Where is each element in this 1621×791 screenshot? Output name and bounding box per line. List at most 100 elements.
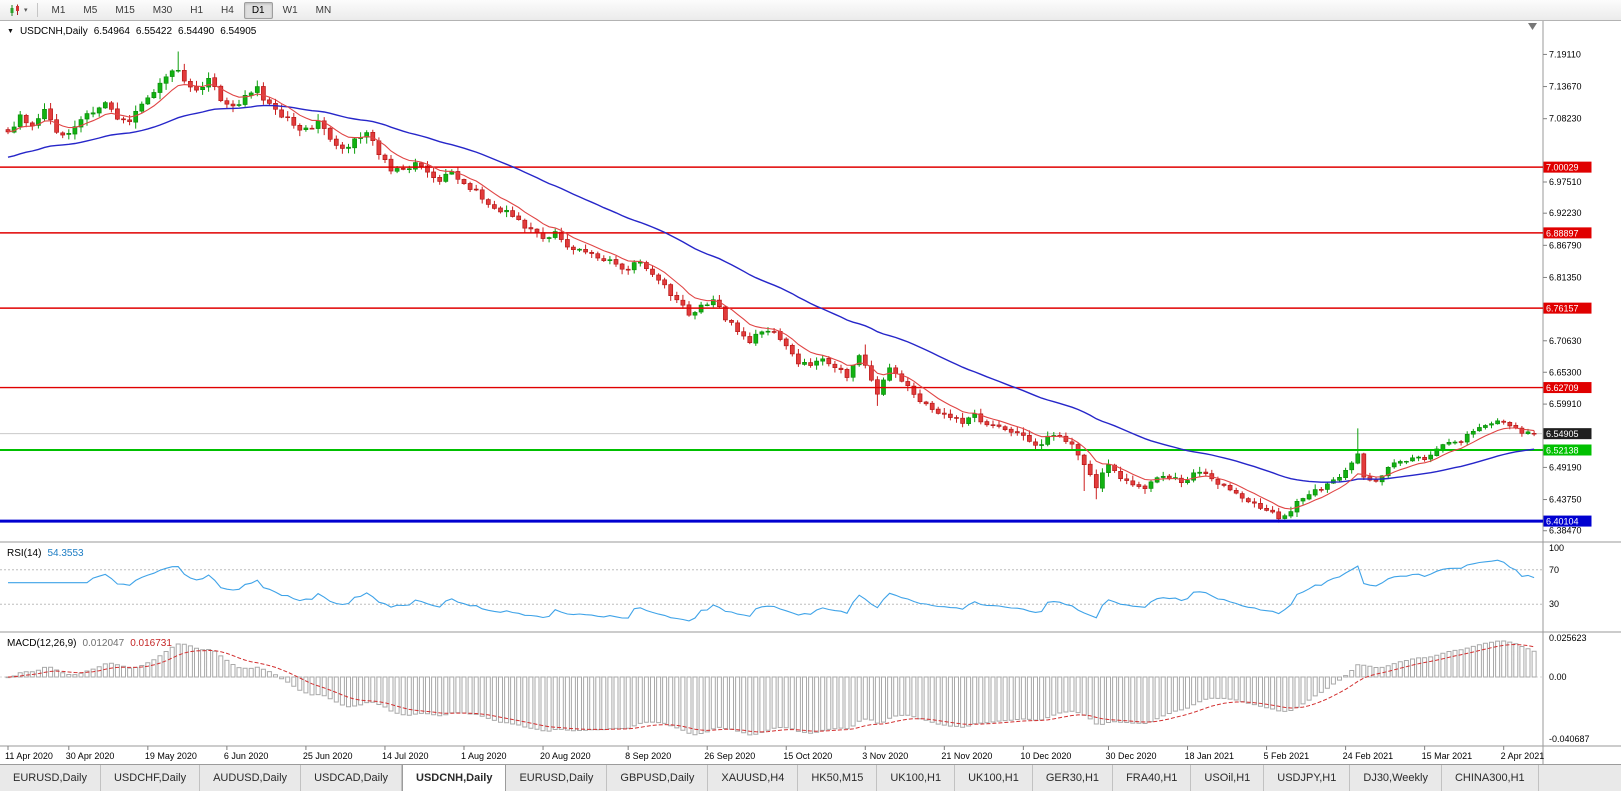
chart-title-marker-icon: ▼ — [7, 28, 14, 35]
date-axis-label: 11 Apr 2020 — [5, 751, 53, 761]
date-axis-label: 14 Jul 2020 — [382, 751, 429, 761]
date-axis-label: 19 May 2020 — [145, 751, 197, 761]
timeframe-button-h4[interactable]: H4 — [221, 4, 234, 16]
chart-open-value: 6.54964 — [93, 26, 130, 37]
chart-tab-eurusd-daily[interactable]: EURUSD,Daily — [0, 765, 101, 791]
price-tag — [1543, 515, 1592, 527]
price-axis-label: 7.08230 — [1549, 114, 1582, 124]
price-axis-label: 6.92230 — [1549, 208, 1582, 218]
macd-histogram — [5, 640, 1537, 736]
price-tag-label: 7.00029 — [1546, 163, 1579, 173]
timeframe-button-mn[interactable]: MN — [315, 4, 332, 16]
timeframe-button-m5[interactable]: M5 — [83, 4, 98, 16]
chart-tab-uk100-h1[interactable]: UK100,H1 — [955, 765, 1033, 791]
price-tag — [1543, 428, 1592, 440]
date-axis-label: 20 Aug 2020 — [540, 751, 591, 761]
macd-label: MACD(12,26,9) 0.012047 0.016731 — [7, 638, 172, 649]
chart-canvas[interactable]: 7.19110 7.13670 7.08230 6.97510 6.92230 6.867… — [0, 20, 1621, 765]
price-tag-label: 6.40104 — [1546, 517, 1579, 527]
macd-pane[interactable] — [0, 634, 1543, 746]
chart-shift-marker-icon — [1528, 23, 1537, 30]
ma-fast-line[interactable] — [7, 84, 1535, 510]
rsi-axis-label: 100 — [1549, 543, 1564, 553]
rsi-pane[interactable] — [0, 544, 1543, 630]
chart-tab-usoil-h1[interactable]: USOil,H1 — [1191, 765, 1265, 791]
dropdown-caret-icon: ▾ — [24, 6, 28, 14]
date-axis-label: 10 Dec 2020 — [1020, 751, 1071, 761]
chart-tab-dj30-weekly[interactable]: DJ30,Weekly — [1350, 765, 1442, 791]
chart-title: ▼ USDCNH,Daily 6.54964 6.55422 6.54490 6… — [7, 26, 256, 37]
chart-tab-hk50-m15[interactable]: HK50,M15 — [798, 765, 878, 791]
macd-axis-label: 0.00 — [1549, 672, 1567, 682]
timeframe-button-m30[interactable]: M30 — [152, 4, 173, 16]
macd-main-value: 0.012047 — [82, 638, 125, 649]
price-tag — [1543, 382, 1592, 394]
price-axis-label: 6.70630 — [1549, 336, 1582, 346]
chart-tab-usdjpy-h1[interactable]: USDJPY,H1 — [1264, 765, 1351, 791]
price-axis-label: 6.43750 — [1549, 495, 1582, 505]
chart-tab-uk100-h1[interactable]: UK100,H1 — [877, 765, 956, 791]
macd-name: MACD(12,26,9) — [7, 638, 77, 649]
price-axis-label: 6.81350 — [1549, 272, 1582, 282]
chart-close-value: 6.54905 — [220, 26, 257, 37]
date-axis-label: 5 Feb 2021 — [1264, 751, 1310, 761]
date-axis-label: 3 Nov 2020 — [862, 751, 908, 761]
chart-tab-fra40-h1[interactable]: FRA40,H1 — [1113, 765, 1192, 791]
chart-tabs-bar: EURUSD,Daily USDCHF,Daily AUDUSD,Daily USDC… — [0, 764, 1621, 791]
candlestick-chart-icon — [10, 4, 19, 16]
chart-tab-usdcnh-daily[interactable]: USDCNH,Daily — [402, 765, 507, 791]
date-axis-label: 15 Mar 2021 — [1422, 751, 1473, 761]
chart-tab-ger30-h1[interactable]: GER30,H1 — [1032, 765, 1114, 791]
price-tag-label: 6.76157 — [1546, 304, 1579, 314]
price-tag-label: 6.62709 — [1546, 383, 1579, 393]
main-chart-pane[interactable] — [0, 20, 1543, 542]
timeframe-button-m15[interactable]: M15 — [115, 4, 135, 16]
timeframe-button-d1[interactable]: D1 — [243, 1, 273, 19]
date-axis-label: 2 Apr 2021 — [1501, 751, 1545, 761]
date-axis-label: 6 Jun 2020 — [224, 751, 269, 761]
price-axis-label: 6.86790 — [1549, 240, 1582, 250]
chart-type-button[interactable]: ▾ — [4, 3, 32, 18]
price-axis-label: 6.59910 — [1549, 399, 1582, 409]
chart-window: 7.19110 7.13670 7.08230 6.97510 6.92230 6.867… — [0, 20, 1621, 765]
price-tag-label: 6.52138 — [1546, 445, 1579, 455]
chart-tab-eurusd-daily[interactable]: EURUSD,Daily — [506, 765, 608, 791]
price-axis-label: 6.38470 — [1549, 526, 1582, 536]
price-axis-label: 6.65300 — [1549, 367, 1582, 377]
date-axis-label: 15 Oct 2020 — [783, 751, 832, 761]
timeframe-button-m1[interactable]: M1 — [51, 4, 66, 16]
rsi-axis-label: 70 — [1549, 565, 1559, 575]
price-tag — [1543, 161, 1592, 173]
date-axis-label: 26 Sep 2020 — [704, 751, 755, 761]
timeframe-button-w1[interactable]: W1 — [282, 4, 298, 16]
macd-axis-label: -0.040687 — [1549, 734, 1590, 744]
timeframe-button-h1[interactable]: H1 — [190, 4, 204, 16]
price-axis-label: 7.19110 — [1549, 49, 1581, 59]
macd-signal-line — [7, 643, 1535, 733]
macd-signal-value: 0.016731 — [130, 638, 172, 649]
chart-symbol-period: USDCNH,Daily — [19, 26, 88, 37]
chart-tab-gbpusd-daily[interactable]: GBPUSD,Daily — [607, 765, 709, 791]
chart-low-value: 6.54490 — [178, 26, 215, 37]
rsi-label: RSI(14) 54.3553 — [7, 548, 84, 559]
chart-background — [0, 20, 1621, 765]
price-tag — [1543, 302, 1592, 314]
rsi-axis-label: 30 — [1549, 599, 1559, 609]
bullish-candle-bodies — [11, 69, 1531, 519]
date-axis-label: 30 Dec 2020 — [1105, 751, 1156, 761]
chart-tab-audusd-daily[interactable]: AUDUSD,Daily — [200, 765, 302, 791]
ma-slow-line[interactable] — [7, 104, 1535, 483]
price-tag — [1543, 444, 1592, 456]
date-axis-label: 18 Jan 2021 — [1185, 751, 1235, 761]
chart-tab-usdcad-daily[interactable]: USDCAD,Daily — [301, 765, 403, 791]
chart-tab-china300-h1[interactable]: CHINA300,H1 — [1441, 765, 1539, 791]
price-axis-label: 6.97510 — [1549, 177, 1582, 187]
rsi-value: 54.3553 — [47, 548, 84, 559]
timeframe-buttons: M1 M5 M15 M30 H1 H4 D1 W1 MN — [43, 1, 341, 19]
price-axis-label: 7.13670 — [1549, 82, 1582, 92]
chart-tab-usdchf-daily[interactable]: USDCHF,Daily — [100, 765, 201, 791]
macd-axis-label: 0.025623 — [1549, 633, 1587, 643]
date-axis[interactable] — [0, 746, 1543, 764]
price-axis[interactable] — [1543, 20, 1621, 746]
chart-tab-xauusd-h4[interactable]: XAUUSD,H4 — [708, 765, 799, 791]
